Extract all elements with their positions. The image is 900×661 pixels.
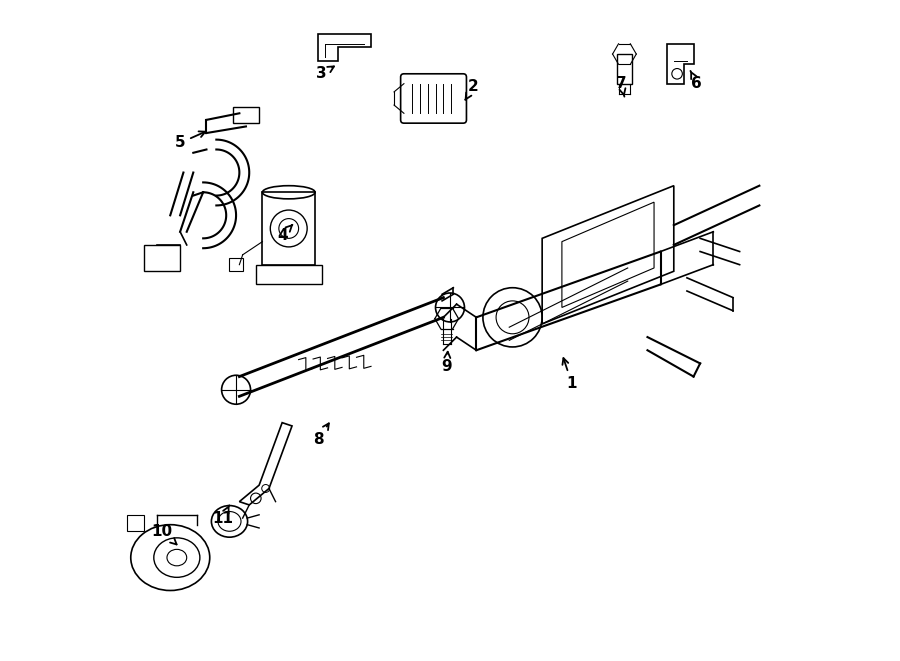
Text: 11: 11 [212, 505, 233, 525]
Bar [230, 258, 243, 271]
Text: 8: 8 [313, 423, 328, 447]
Bar [256, 264, 321, 284]
Text: 6: 6 [690, 71, 702, 91]
Text: 4: 4 [277, 225, 292, 243]
Text: 7: 7 [616, 76, 626, 97]
Text: 1: 1 [562, 358, 577, 391]
Text: 3: 3 [316, 66, 334, 81]
Text: 10: 10 [152, 524, 176, 545]
Bar [616, 54, 633, 84]
Bar [263, 192, 315, 264]
Bar [128, 515, 144, 531]
Text: 2: 2 [465, 79, 479, 100]
Text: 5: 5 [175, 132, 205, 151]
Bar [144, 245, 180, 271]
Text: 9: 9 [441, 352, 452, 374]
Bar [233, 106, 259, 123]
